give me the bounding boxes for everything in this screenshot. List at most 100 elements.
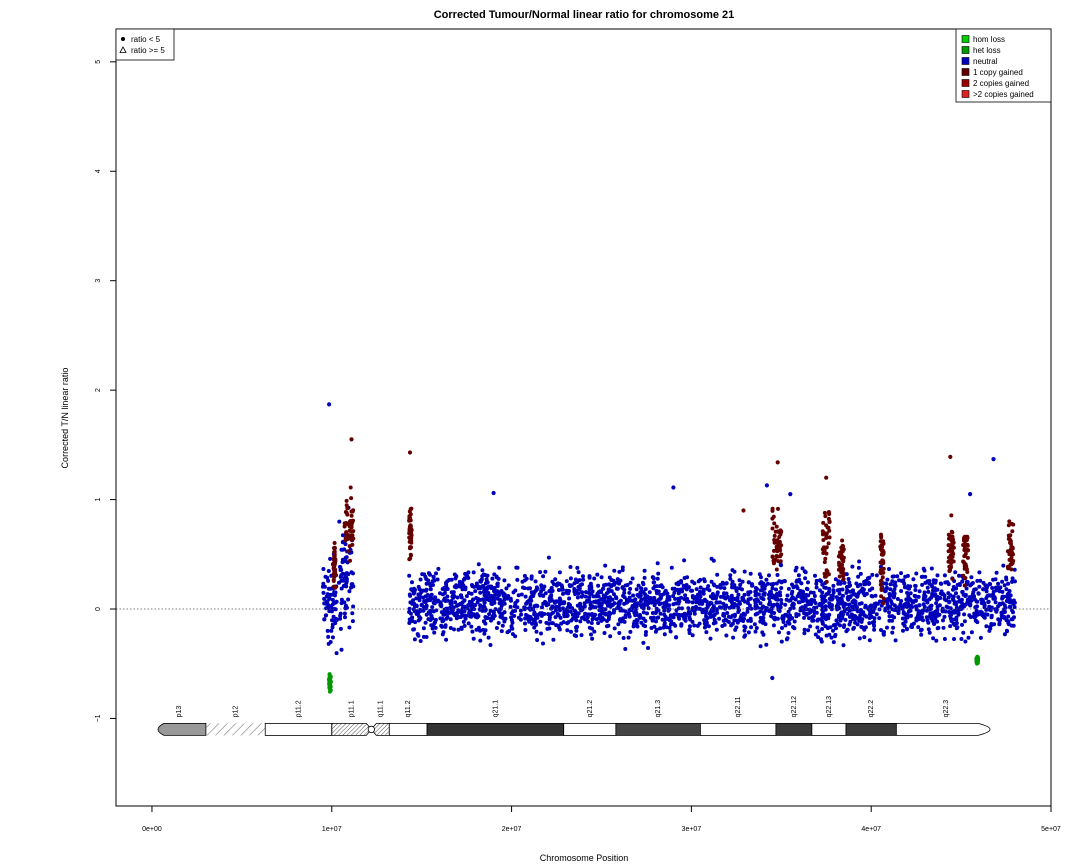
data-point bbox=[977, 611, 982, 616]
data-point bbox=[416, 618, 421, 623]
data-point bbox=[692, 611, 697, 616]
data-point bbox=[501, 616, 506, 621]
data-point bbox=[731, 605, 736, 610]
data-point bbox=[473, 589, 478, 594]
data-point bbox=[428, 587, 433, 592]
ideogram-band-q22-3 bbox=[895, 722, 991, 736]
data-point bbox=[817, 588, 822, 593]
data-point bbox=[524, 576, 529, 581]
x-tick-label: 0e+00 bbox=[142, 826, 162, 833]
data-point bbox=[558, 602, 562, 606]
data-point bbox=[826, 516, 831, 521]
data-point bbox=[774, 592, 779, 597]
data-point bbox=[810, 618, 815, 623]
color-legend-label: hom loss bbox=[973, 35, 1005, 44]
data-point bbox=[488, 643, 493, 647]
data-point bbox=[1004, 587, 1009, 592]
data-point bbox=[788, 598, 793, 603]
data-point bbox=[823, 585, 828, 590]
data-point bbox=[964, 567, 969, 572]
data-point bbox=[425, 593, 430, 597]
data-point bbox=[947, 600, 952, 605]
data-point bbox=[960, 601, 964, 606]
data-point bbox=[667, 625, 672, 630]
data-point bbox=[837, 613, 841, 618]
data-point bbox=[701, 599, 706, 603]
data-point bbox=[574, 634, 579, 638]
data-point bbox=[960, 579, 965, 584]
data-point bbox=[681, 583, 686, 588]
data-point bbox=[535, 638, 540, 642]
data-point bbox=[508, 596, 513, 601]
data-point bbox=[612, 582, 617, 587]
data-point bbox=[338, 626, 343, 631]
data-point bbox=[706, 624, 711, 629]
data-point bbox=[790, 603, 795, 608]
data-point bbox=[600, 597, 605, 601]
data-point bbox=[326, 634, 331, 639]
data-point bbox=[1008, 540, 1012, 545]
data-point bbox=[813, 573, 817, 578]
data-point bbox=[551, 637, 556, 642]
data-point bbox=[327, 402, 332, 407]
data-point bbox=[658, 601, 663, 606]
data-point bbox=[1011, 598, 1016, 603]
data-point bbox=[772, 533, 777, 538]
data-point bbox=[857, 559, 862, 564]
data-point bbox=[408, 611, 413, 616]
data-point bbox=[441, 618, 446, 623]
data-point bbox=[714, 600, 719, 605]
data-point bbox=[916, 625, 921, 630]
data-point bbox=[769, 592, 774, 597]
data-point bbox=[462, 598, 467, 603]
data-point bbox=[431, 575, 436, 580]
data-point bbox=[573, 609, 578, 614]
data-point bbox=[421, 588, 426, 593]
data-point bbox=[626, 612, 631, 616]
data-point bbox=[581, 577, 586, 582]
data-point bbox=[567, 596, 572, 601]
ideogram: p13 p12 p11.2 p11.1 q11.1 q11.2 q21.1 q21.2 q21.… bbox=[157, 696, 991, 736]
data-point bbox=[433, 620, 437, 625]
data-point bbox=[495, 581, 500, 586]
data-point bbox=[470, 629, 475, 634]
data-point bbox=[831, 628, 835, 633]
data-point bbox=[883, 581, 888, 586]
data-point bbox=[715, 610, 720, 615]
data-point bbox=[407, 592, 412, 597]
data-point bbox=[763, 583, 768, 588]
data-point bbox=[411, 591, 416, 596]
data-point bbox=[618, 608, 623, 613]
data-point bbox=[1012, 605, 1017, 609]
legend-swatch bbox=[961, 46, 970, 54]
data-point bbox=[542, 584, 547, 589]
data-point bbox=[730, 613, 735, 618]
data-point bbox=[523, 594, 528, 599]
data-point bbox=[482, 631, 487, 636]
data-point bbox=[975, 599, 980, 604]
shape-legend-label: ratio < 5 bbox=[131, 35, 161, 44]
data-point bbox=[729, 600, 734, 605]
data-point bbox=[424, 603, 429, 608]
data-point bbox=[580, 590, 585, 595]
data-point bbox=[771, 602, 776, 607]
data-point bbox=[444, 586, 449, 591]
data-point bbox=[853, 620, 858, 625]
data-point bbox=[780, 626, 784, 630]
data-point bbox=[668, 622, 673, 627]
data-point bbox=[740, 579, 745, 584]
data-point bbox=[543, 591, 548, 596]
data-point bbox=[342, 547, 347, 552]
data-point bbox=[784, 612, 788, 617]
data-point bbox=[768, 608, 773, 613]
data-point bbox=[854, 581, 859, 586]
data-point bbox=[690, 633, 695, 638]
data-point bbox=[594, 600, 599, 605]
data-point bbox=[612, 592, 616, 597]
data-point bbox=[881, 601, 886, 606]
data-point bbox=[879, 628, 883, 632]
data-point bbox=[330, 635, 335, 640]
data-point bbox=[764, 577, 769, 582]
data-point bbox=[800, 605, 805, 610]
data-point bbox=[592, 576, 597, 581]
